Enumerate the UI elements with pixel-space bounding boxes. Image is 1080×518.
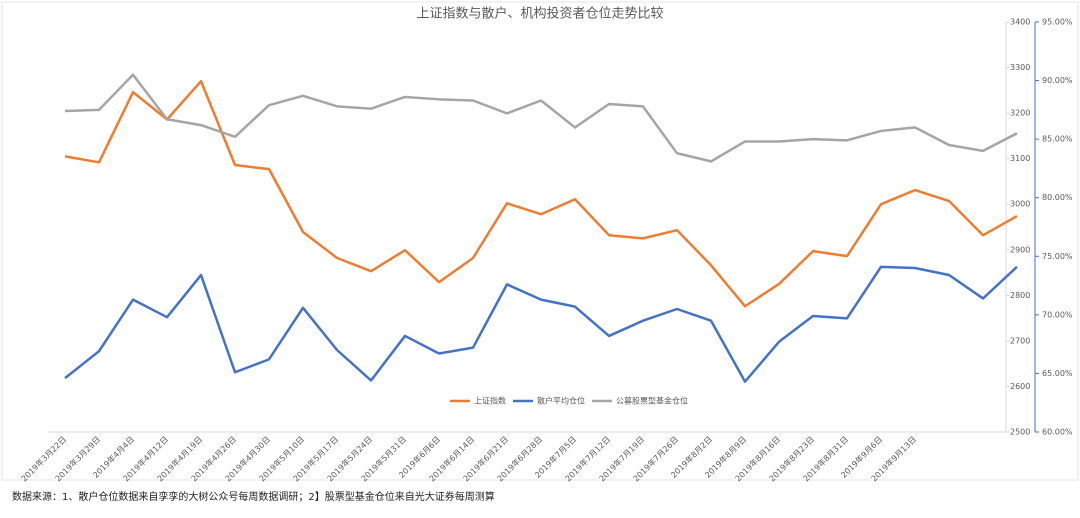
series-line (64, 265, 1018, 383)
y-tick-label: 2800 (1010, 291, 1030, 300)
footnote: 数据来源：1、散户仓位数据来自孪孪的大树公众号每周数据调研；2】股票型基金仓位来… (12, 490, 495, 503)
legend-label: 公募股票型基金仓位 (616, 396, 688, 406)
y-tick-label: 3400 (1010, 18, 1030, 27)
series-line (64, 79, 1018, 308)
y2-tick-label: 80.00% (1042, 193, 1073, 202)
y2-tick-label: 70.00% (1042, 310, 1073, 319)
y-tick-label: 2900 (1010, 245, 1030, 254)
legend-label: 上证指数 (474, 396, 506, 406)
legend-label: 散户平均仓位 (537, 396, 585, 406)
y2-tick-label: 95.00% (1042, 18, 1073, 27)
y2-tick-label: 75.00% (1042, 252, 1073, 261)
chart-title: 上证指数与散户、机构投资者仓位走势比较 (416, 6, 663, 22)
y2-tick-label: 60.00% (1042, 428, 1073, 437)
y2-tick-label: 85.00% (1042, 135, 1073, 144)
y-tick-label: 2500 (1010, 428, 1030, 437)
y-tick-label: 3000 (1010, 200, 1030, 209)
y2-tick-label: 90.00% (1042, 76, 1073, 85)
y-tick-label: 3100 (1010, 154, 1030, 163)
y-tick-label: 2600 (1010, 382, 1030, 391)
y-tick-label: 3200 (1010, 109, 1030, 118)
chart-border (1, 1, 1079, 481)
y2-tick-label: 65.00% (1042, 369, 1073, 378)
series-line (64, 73, 1018, 163)
y-tick-label: 2700 (1010, 336, 1030, 345)
y-tick-label: 3300 (1010, 63, 1030, 72)
